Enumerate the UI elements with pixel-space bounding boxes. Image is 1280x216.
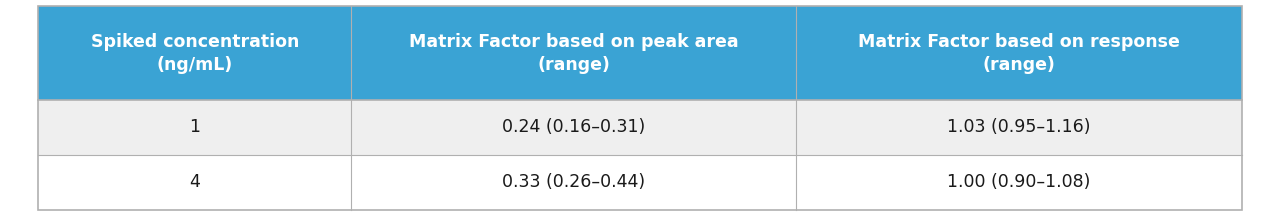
Bar xyxy=(351,6,796,100)
Text: 1.00 (0.90–1.08): 1.00 (0.90–1.08) xyxy=(947,173,1091,191)
Bar xyxy=(351,100,796,155)
Bar xyxy=(796,155,1242,210)
Text: Matrix Factor based on peak area
(range): Matrix Factor based on peak area (range) xyxy=(410,33,739,74)
Bar xyxy=(796,100,1242,155)
Text: 0.33 (0.26–0.44): 0.33 (0.26–0.44) xyxy=(502,173,645,191)
Text: 4: 4 xyxy=(189,173,200,191)
Text: Spiked concentration
(ng/mL): Spiked concentration (ng/mL) xyxy=(91,33,300,74)
Text: 1.03 (0.95–1.16): 1.03 (0.95–1.16) xyxy=(947,118,1091,136)
Text: 1: 1 xyxy=(189,118,200,136)
Bar xyxy=(351,155,796,210)
Bar xyxy=(796,6,1242,100)
Bar xyxy=(38,155,351,210)
Bar xyxy=(38,6,351,100)
Text: 0.24 (0.16–0.31): 0.24 (0.16–0.31) xyxy=(502,118,645,136)
Bar xyxy=(38,100,351,155)
Text: Matrix Factor based on response
(range): Matrix Factor based on response (range) xyxy=(858,33,1180,74)
